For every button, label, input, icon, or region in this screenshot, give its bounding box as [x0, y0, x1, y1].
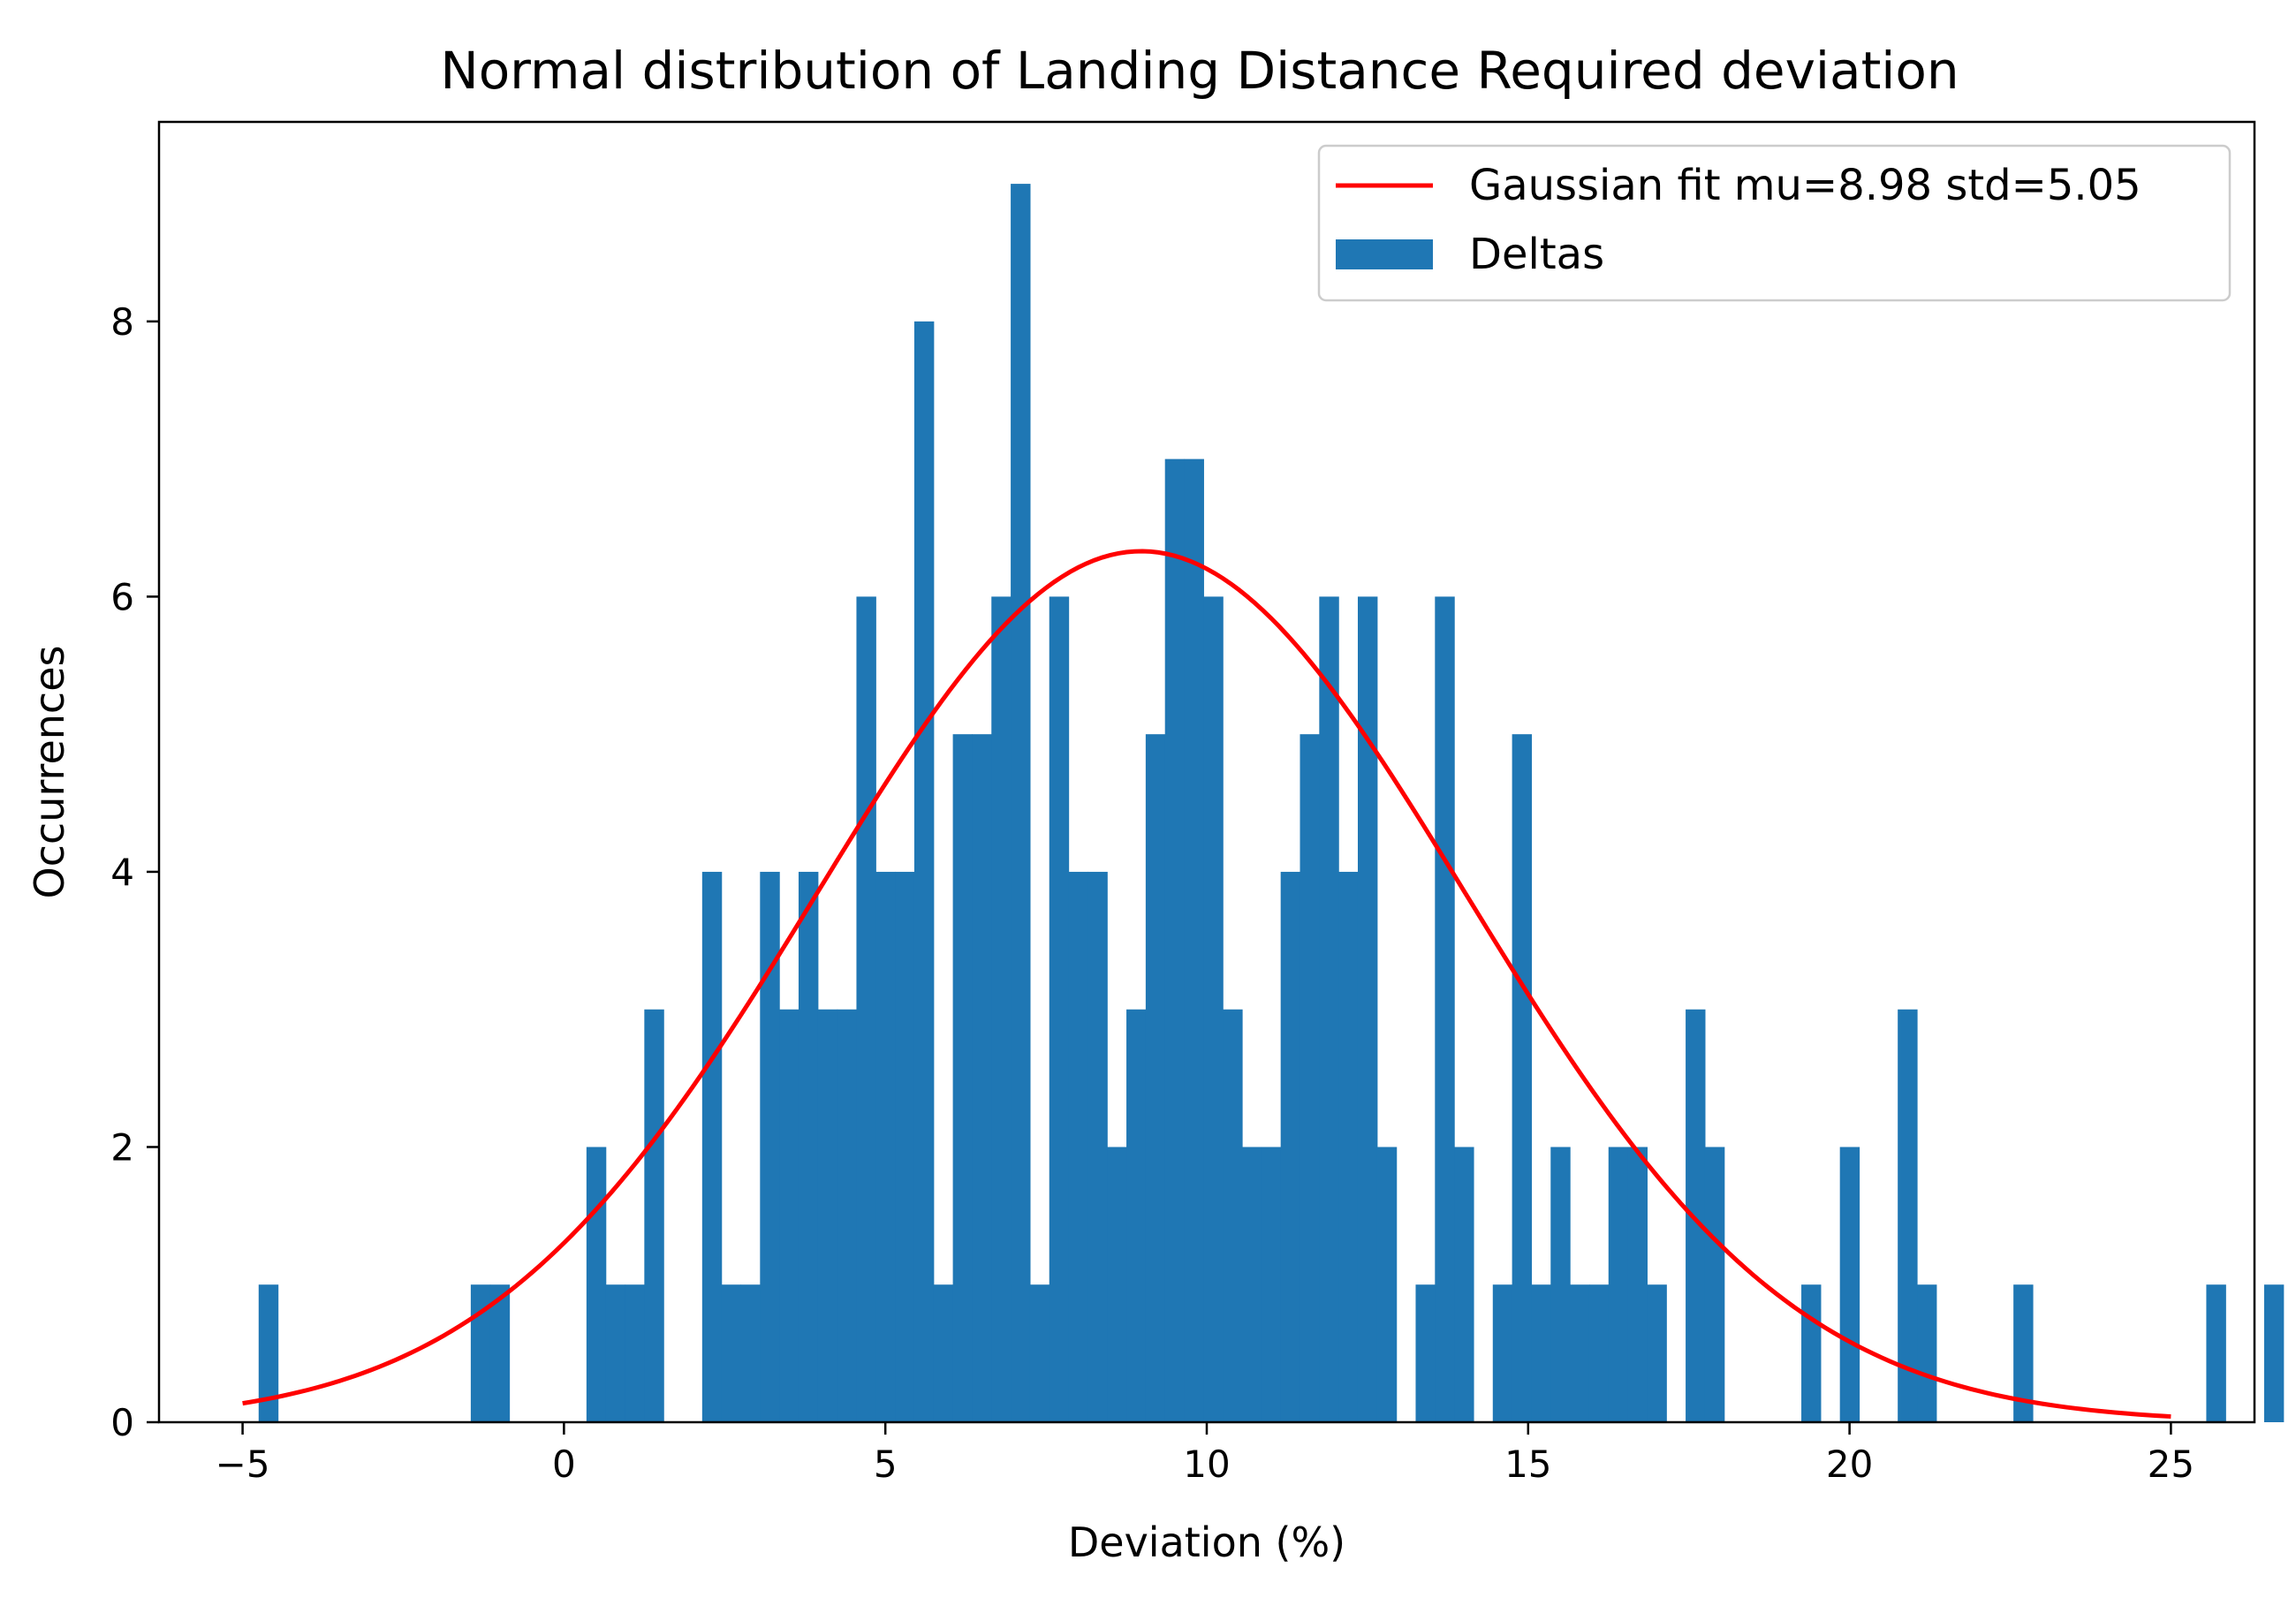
- histogram-bar: [1492, 1284, 1513, 1422]
- y-tick-label: 8: [110, 300, 134, 344]
- histogram-bar: [779, 1009, 799, 1422]
- histogram-bar: [1338, 871, 1359, 1422]
- x-tick-label: 5: [874, 1443, 898, 1486]
- histogram-bar: [1223, 1009, 1243, 1422]
- histogram-bar: [1261, 1147, 1282, 1422]
- chart-title: Normal distribution of Landing Distance …: [440, 41, 1959, 101]
- y-tick-label: 6: [110, 575, 134, 618]
- y-tick-label: 2: [110, 1125, 134, 1169]
- legend-deltas-label: Deltas: [1469, 230, 1604, 279]
- histogram-bar: [2013, 1284, 2034, 1422]
- histogram-bar: [1145, 734, 1166, 1422]
- x-tick-label: 15: [1504, 1443, 1551, 1486]
- histogram-bar: [952, 734, 974, 1422]
- x-tick-label: 20: [1826, 1443, 1873, 1486]
- histogram-bar: [1087, 871, 1108, 1422]
- histogram-bar: [1029, 1284, 1050, 1422]
- histogram-bar: [740, 1284, 761, 1422]
- histogram-bar: [1686, 1009, 1706, 1422]
- histogram-bar: [1898, 1009, 1918, 1422]
- x-tick-label: 25: [2148, 1443, 2194, 1486]
- y-axis-ticks: 0 2 4 6 8: [110, 300, 159, 1444]
- histogram-bar: [933, 1284, 954, 1422]
- histogram-bar: [2263, 1284, 2285, 1422]
- histogram-bar: [1550, 1147, 1571, 1422]
- histogram-bar: [875, 871, 896, 1422]
- histogram-bar: [1512, 734, 1533, 1422]
- histogram-bar: [798, 871, 819, 1422]
- legend-fit-label: Gaussian fit mu=8.98 std=5.05: [1469, 161, 2141, 210]
- histogram-bar: [1357, 596, 1378, 1422]
- histogram-bar: [625, 1284, 645, 1422]
- histogram-bar: [1184, 458, 1204, 1422]
- histogram-bar: [721, 1284, 742, 1422]
- histogram-bar: [1203, 596, 1224, 1422]
- histogram-bar: [895, 871, 915, 1422]
- legend: Gaussian fit mu=8.98 std=5.05 Deltas: [1317, 144, 2232, 302]
- histogram-bar: [1570, 1284, 1590, 1422]
- histogram-bars: [258, 184, 2285, 1423]
- histogram-bar: [470, 1284, 491, 1422]
- histogram-bar: [2206, 1284, 2226, 1422]
- histogram-bar: [1126, 1009, 1147, 1422]
- histogram-bar: [1242, 1147, 1262, 1422]
- histogram-bar: [1704, 1147, 1725, 1422]
- histogram-bar: [1917, 1284, 1937, 1422]
- histogram-bar: [991, 596, 1012, 1422]
- histogram-bar: [1280, 871, 1301, 1422]
- histogram-bar: [1011, 184, 1031, 1423]
- histogram-bar: [1376, 1147, 1398, 1422]
- x-tick-label: −5: [216, 1443, 270, 1486]
- histogram-bar: [817, 1009, 838, 1422]
- histogram-bar: [1319, 596, 1339, 1422]
- histogram-bar: [1839, 1147, 1860, 1422]
- legend-deltas-swatch: [1336, 239, 1433, 269]
- histogram-bar: [1608, 1147, 1629, 1422]
- histogram-bar: [1049, 596, 1070, 1422]
- histogram-bar: [1531, 1284, 1551, 1422]
- histogram-bar: [1647, 1284, 1667, 1422]
- histogram-bar: [1107, 1147, 1127, 1422]
- histogram-bar: [1454, 1147, 1474, 1422]
- gaussian-fit-curve: [242, 549, 2171, 1420]
- histogram-bar: [1801, 1284, 1822, 1422]
- histogram-bar: [913, 321, 935, 1422]
- histogram-bar: [258, 1284, 279, 1422]
- histogram-bar: [1068, 871, 1088, 1422]
- histogram-bar: [1164, 458, 1186, 1422]
- x-axis-ticks: −5 0 5 10 15 20 25: [216, 1422, 2194, 1486]
- histogram-bar: [644, 1009, 664, 1422]
- y-tick-label: 0: [110, 1401, 134, 1444]
- histogram-bar: [701, 871, 723, 1422]
- x-tick-label: 0: [552, 1443, 576, 1486]
- histogram-bar: [972, 734, 992, 1422]
- x-axis-label: Deviation (%): [1068, 1518, 1345, 1566]
- histogram-bar: [489, 1284, 511, 1422]
- y-axis-label: Occurrences: [26, 646, 73, 899]
- histogram-bar: [1300, 734, 1320, 1422]
- histogram-bar: [837, 1009, 858, 1422]
- histogram-bar: [1588, 1284, 1610, 1422]
- histogram-bar: [1627, 1147, 1648, 1422]
- histogram-bar: [760, 871, 780, 1422]
- histogram-bar: [1435, 596, 1455, 1422]
- histogram-bar: [856, 596, 876, 1422]
- histogram-bar: [605, 1284, 626, 1422]
- y-tick-label: 4: [110, 851, 134, 894]
- x-tick-label: 10: [1183, 1443, 1230, 1486]
- legend-box: [1317, 144, 2232, 302]
- histogram-bar: [1415, 1284, 1436, 1422]
- histogram-bar: [586, 1147, 607, 1422]
